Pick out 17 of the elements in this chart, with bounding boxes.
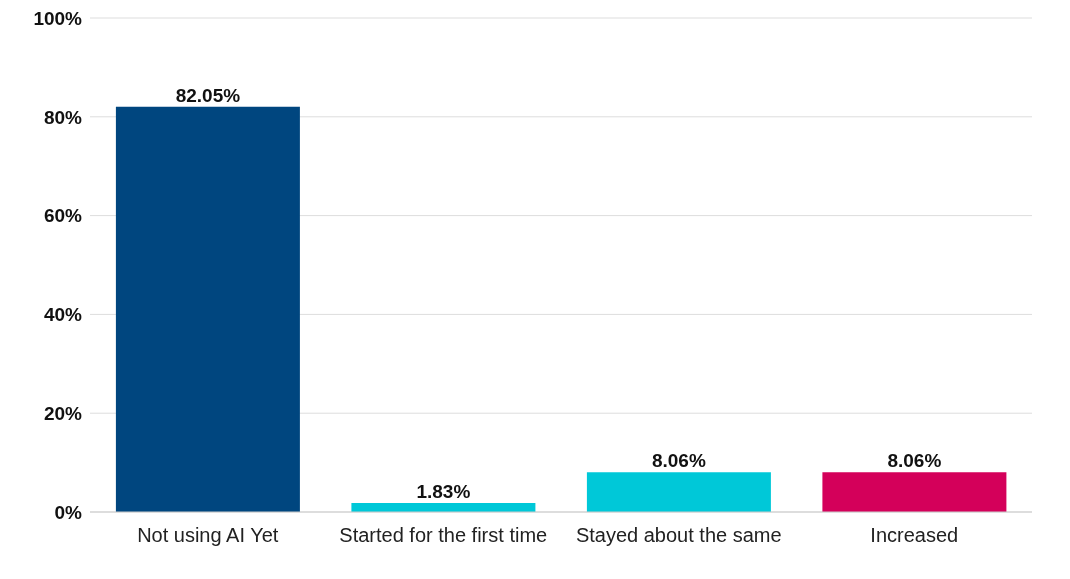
bar (586, 472, 771, 512)
x-tick-label: Increased (870, 524, 959, 547)
y-tick-label: 0% (54, 501, 83, 523)
y-tick-label: 80% (43, 106, 83, 128)
y-tick-label: 100% (33, 7, 83, 29)
y-tick-label: 60% (43, 205, 83, 227)
data-label: 8.06% (651, 450, 706, 472)
y-tick-label: 40% (43, 304, 83, 326)
bar (115, 106, 300, 512)
data-label: 82.05% (175, 84, 241, 106)
x-tick-label: Stayed about the same (575, 524, 782, 547)
x-tick-label: Started for the first time (339, 524, 548, 547)
x-tick-label: Not using AI Yet (137, 524, 279, 547)
y-tick-label: 20% (43, 402, 83, 424)
data-label: 1.83% (416, 480, 471, 502)
data-label: 8.06% (887, 450, 942, 472)
bar (822, 472, 1007, 512)
